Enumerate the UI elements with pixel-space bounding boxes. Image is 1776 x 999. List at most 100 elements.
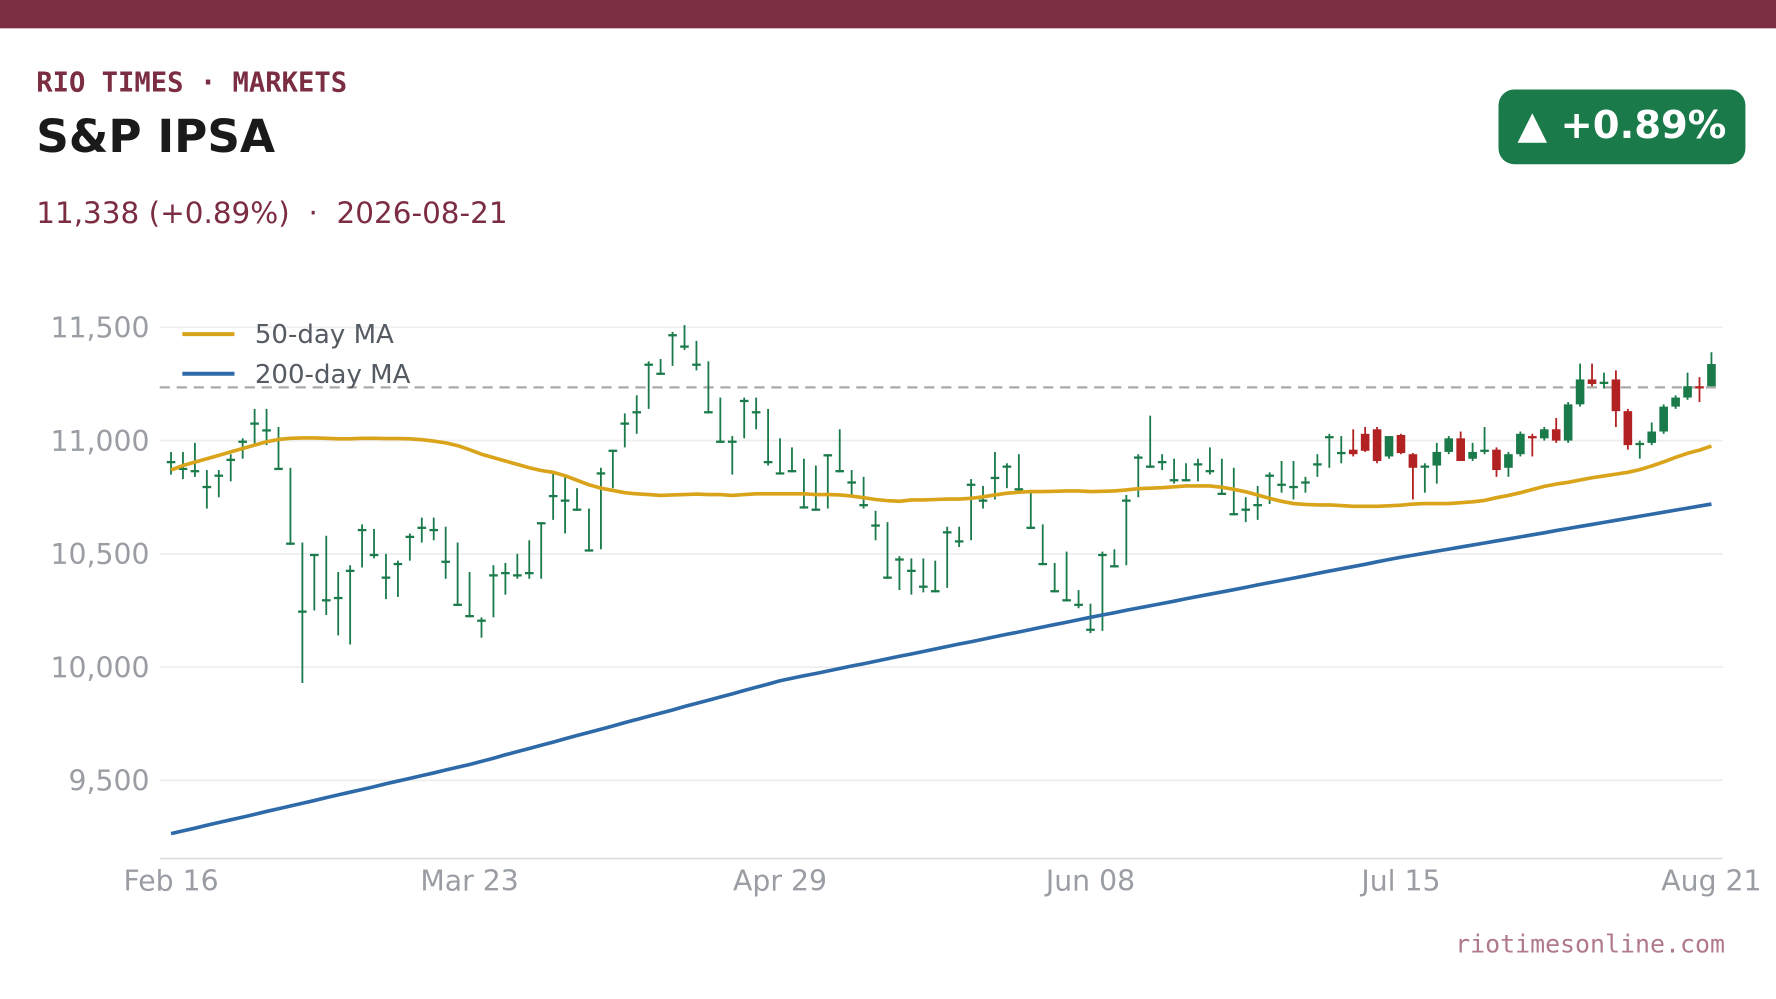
candle-body bbox=[298, 610, 307, 613]
y-tick-label: 10,000 bbox=[50, 651, 149, 684]
badge: ▲ +0.89% bbox=[1518, 103, 1727, 148]
candle-body bbox=[1587, 379, 1597, 384]
candle-body bbox=[584, 549, 594, 552]
candle-body bbox=[1336, 451, 1346, 455]
x-tick-label: Apr 29 bbox=[733, 864, 827, 897]
candle-body bbox=[477, 619, 486, 622]
brand: RIO TIMES · MARKETS bbox=[36, 68, 347, 99]
candle-body bbox=[942, 531, 952, 534]
candle-body bbox=[1265, 474, 1274, 477]
y-tick-label: 10,500 bbox=[50, 538, 149, 571]
candle-body bbox=[811, 508, 821, 511]
candle-body bbox=[823, 454, 833, 457]
candle-body bbox=[787, 470, 797, 473]
candle-body bbox=[847, 481, 856, 484]
candle-body bbox=[429, 528, 439, 532]
candle-body bbox=[1444, 438, 1454, 452]
candle-body bbox=[1253, 504, 1262, 507]
badge-bg bbox=[1498, 89, 1746, 165]
candle-body bbox=[548, 494, 558, 498]
candle-body bbox=[1623, 411, 1633, 446]
candle-body bbox=[238, 440, 247, 443]
candle-body bbox=[1050, 590, 1059, 593]
candle-body bbox=[1217, 492, 1227, 495]
candle-body bbox=[644, 363, 653, 366]
chart-title: S&P IPSA bbox=[36, 110, 275, 163]
candle-body bbox=[1002, 465, 1012, 468]
candle-body bbox=[1683, 386, 1692, 398]
y-tick-label: 9,500 bbox=[68, 765, 149, 798]
candle-body bbox=[704, 411, 713, 414]
candle-body bbox=[751, 411, 761, 414]
candle-body bbox=[1492, 449, 1501, 471]
legend-label: 200-day MA bbox=[255, 360, 411, 390]
candle-body bbox=[1289, 485, 1298, 489]
candle-body bbox=[1014, 488, 1024, 491]
candle-body bbox=[178, 467, 188, 471]
candle-body bbox=[739, 399, 749, 403]
candle-body bbox=[286, 542, 295, 545]
candle-body bbox=[1348, 449, 1358, 455]
candle-body bbox=[1468, 451, 1477, 459]
x-tick-label: Mar 23 bbox=[420, 864, 518, 897]
subtitle: 11,338 (+0.89%) · 2026-08-21 bbox=[36, 196, 507, 230]
candle-body bbox=[1301, 481, 1310, 484]
candle-body bbox=[202, 485, 212, 489]
candle-body bbox=[465, 615, 474, 618]
candle-body bbox=[1241, 508, 1251, 511]
candle-body bbox=[859, 504, 868, 507]
candle-body bbox=[1313, 463, 1322, 466]
candle-body bbox=[978, 499, 988, 502]
candle-body bbox=[501, 571, 510, 575]
candle-body bbox=[1026, 526, 1036, 529]
top-bar bbox=[0, 0, 1776, 29]
candle-body bbox=[1396, 434, 1406, 454]
candle-body bbox=[1647, 431, 1657, 443]
candle-body bbox=[381, 576, 391, 579]
candle-body bbox=[966, 483, 976, 486]
candle-body bbox=[608, 449, 618, 452]
candle-body bbox=[333, 596, 343, 600]
candle-body bbox=[1432, 451, 1442, 466]
candle-body bbox=[1551, 429, 1561, 441]
candle-body bbox=[250, 422, 259, 425]
candle-body bbox=[835, 470, 845, 473]
candle-body bbox=[262, 429, 271, 432]
candle-body bbox=[1325, 436, 1334, 439]
candle-body bbox=[1420, 465, 1430, 468]
candle-body bbox=[1671, 397, 1680, 407]
candle-body bbox=[166, 460, 176, 464]
candle-body bbox=[560, 499, 570, 502]
candle-body bbox=[895, 558, 904, 561]
candle-body bbox=[919, 585, 928, 588]
candle-body bbox=[1229, 513, 1239, 516]
x-tick-label: Feb 16 bbox=[123, 864, 218, 897]
legend-label: 50-day MA bbox=[255, 320, 394, 350]
candle-body bbox=[1635, 442, 1645, 446]
candle-body bbox=[1599, 381, 1609, 384]
candle-body bbox=[441, 560, 450, 563]
candle-body bbox=[1539, 429, 1549, 439]
y-tick-label: 11,000 bbox=[50, 425, 149, 458]
candle-body bbox=[775, 472, 785, 475]
footer: riotimesonline.com bbox=[1455, 930, 1725, 959]
candle-body bbox=[274, 467, 283, 471]
candle-body bbox=[1157, 460, 1167, 464]
y-tick-label: 11,500 bbox=[50, 312, 149, 345]
candle-body bbox=[1193, 463, 1203, 466]
candle-body bbox=[1038, 562, 1048, 566]
candle-body bbox=[1707, 364, 1716, 387]
candle-body bbox=[954, 540, 964, 543]
x-tick-label: Aug 21 bbox=[1661, 864, 1761, 897]
candle-body bbox=[799, 506, 809, 509]
candle-body bbox=[1145, 465, 1155, 468]
candle-body bbox=[1181, 479, 1191, 482]
ma-line bbox=[170, 502, 1712, 836]
candle-body bbox=[1098, 553, 1107, 557]
candle-body bbox=[656, 372, 665, 375]
candle-body bbox=[1372, 429, 1382, 461]
ma-line bbox=[170, 436, 1713, 509]
candle-body bbox=[716, 440, 725, 443]
